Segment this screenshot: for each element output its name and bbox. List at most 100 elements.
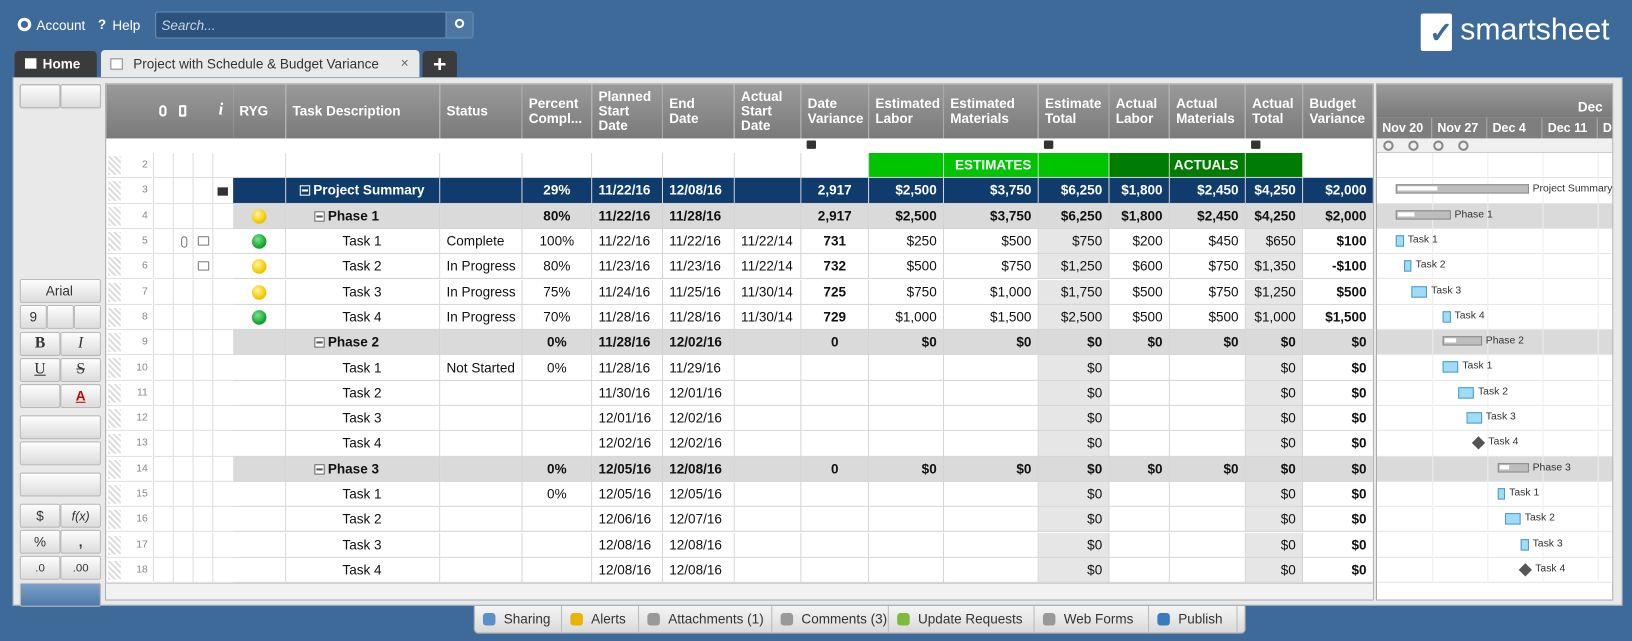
cell[interactable]: $0 xyxy=(1038,456,1110,482)
cell[interactable]: 11/23/16 xyxy=(662,254,735,280)
cell[interactable]: Phase 1 xyxy=(286,203,441,229)
cell[interactable]: $0 xyxy=(869,330,945,356)
toolbar-button[interactable]: A xyxy=(60,384,101,408)
cell[interactable] xyxy=(440,507,523,533)
cell[interactable] xyxy=(1109,507,1170,533)
cell[interactable]: 12/08/16 xyxy=(662,456,735,482)
cell[interactable]: $0 xyxy=(1109,456,1170,482)
cell[interactable] xyxy=(286,152,441,179)
cell[interactable]: 2,917 xyxy=(801,203,870,229)
cell[interactable]: $750 xyxy=(869,279,945,305)
cell[interactable] xyxy=(869,152,945,179)
gantt-bar[interactable] xyxy=(1465,412,1482,424)
cell[interactable] xyxy=(440,431,523,457)
cell[interactable]: Task 3 xyxy=(286,532,441,558)
toolbar-button[interactable] xyxy=(19,384,61,408)
cell[interactable] xyxy=(801,532,870,558)
cell[interactable]: $0 xyxy=(1303,405,1373,432)
cell[interactable]: $3,750 xyxy=(944,178,1039,204)
cell[interactable]: $0 xyxy=(1303,380,1373,406)
cell[interactable]: $0 xyxy=(1038,380,1110,406)
cell[interactable] xyxy=(944,557,1039,583)
cell[interactable]: 11/24/16 xyxy=(592,279,663,305)
cell[interactable] xyxy=(440,456,523,482)
cell[interactable]: $0 xyxy=(1245,507,1304,533)
cell[interactable]: $500 xyxy=(869,254,945,280)
cell[interactable] xyxy=(869,532,945,558)
cell[interactable]: $500 xyxy=(1109,304,1170,331)
cell[interactable]: 12/02/16 xyxy=(592,431,663,457)
cell[interactable] xyxy=(801,431,870,457)
cell[interactable]: $750 xyxy=(1038,228,1110,255)
cell[interactable] xyxy=(1169,405,1246,432)
gantt-tool-icon[interactable] xyxy=(1458,140,1469,151)
column-header[interactable]: Actual Total xyxy=(1245,84,1304,139)
collapse-toggle[interactable] xyxy=(314,210,325,222)
gantt-summary-bar[interactable] xyxy=(1442,336,1482,346)
cell[interactable]: 12/05/16 xyxy=(592,481,663,508)
cell[interactable] xyxy=(734,532,802,558)
cell[interactable]: $0 xyxy=(1038,405,1110,432)
toolbar-button[interactable]: I xyxy=(60,332,101,356)
toolbar-button[interactable]: Arial xyxy=(19,278,101,303)
gantt-summary-bar[interactable] xyxy=(1497,462,1529,473)
help-link[interactable]: Help xyxy=(112,17,141,34)
column-header[interactable]: Actual Start Date xyxy=(734,84,802,139)
sheet-tab-close[interactable]: × xyxy=(400,55,409,71)
cell[interactable]: 75% xyxy=(522,279,593,305)
toolbar-button[interactable]: .0 xyxy=(19,555,61,580)
cell[interactable]: $0 xyxy=(1038,330,1110,356)
cell[interactable]: $0 xyxy=(1245,532,1304,558)
cell[interactable] xyxy=(440,203,523,229)
cell[interactable]: 80% xyxy=(522,203,593,229)
toolbar-button[interactable]: f(x) xyxy=(60,503,101,528)
cell[interactable] xyxy=(1169,481,1246,508)
toolbar-button[interactable] xyxy=(46,304,74,329)
cell[interactable]: $2,500 xyxy=(869,178,945,204)
gantt-bar[interactable] xyxy=(1395,235,1404,247)
cell[interactable] xyxy=(869,355,945,381)
cell[interactable] xyxy=(944,380,1039,406)
collapse-toggle[interactable] xyxy=(314,337,325,348)
cell[interactable]: $0 xyxy=(1245,557,1304,583)
toolbar-button[interactable] xyxy=(19,84,61,109)
cell[interactable] xyxy=(440,178,523,204)
toolbar-button[interactable]: , xyxy=(60,529,101,554)
cell[interactable]: 80% xyxy=(522,254,593,280)
cell[interactable]: $750 xyxy=(1169,279,1246,305)
cell[interactable]: $0 xyxy=(1038,532,1110,558)
cell[interactable]: $0 xyxy=(1038,507,1110,533)
cell[interactable]: $1,800 xyxy=(1109,178,1170,204)
cell[interactable]: 12/02/16 xyxy=(662,330,735,356)
cell[interactable]: 0% xyxy=(522,330,593,356)
cell[interactable]: 11/28/16 xyxy=(592,355,663,381)
cell[interactable] xyxy=(1245,152,1304,179)
footer-tab[interactable]: Web Forms xyxy=(1035,605,1150,633)
cell[interactable] xyxy=(801,152,870,179)
cell[interactable]: Task 1 xyxy=(286,228,441,255)
cell[interactable] xyxy=(440,557,523,583)
cell[interactable]: $6,250 xyxy=(1038,203,1110,229)
cell[interactable]: 11/28/16 xyxy=(592,304,663,331)
cell[interactable]: $0 xyxy=(944,456,1039,482)
cell[interactable] xyxy=(1109,355,1170,381)
sheet-tab[interactable]: Project with Schedule & Budget Variance … xyxy=(100,49,420,79)
cell[interactable] xyxy=(869,507,945,533)
cell[interactable]: $0 xyxy=(1169,456,1246,482)
cell[interactable]: 29% xyxy=(522,178,593,204)
cell[interactable] xyxy=(869,481,945,508)
cell[interactable]: $1,000 xyxy=(944,279,1039,305)
cell[interactable] xyxy=(869,431,945,457)
cell[interactable]: 0 xyxy=(801,330,870,356)
cell[interactable] xyxy=(1169,355,1246,381)
cell[interactable]: Task 4 xyxy=(286,304,441,331)
gantt-bar[interactable] xyxy=(1458,386,1474,399)
cell[interactable] xyxy=(801,355,870,381)
cell[interactable] xyxy=(944,355,1039,381)
cell[interactable]: 12/01/16 xyxy=(662,380,735,406)
footer-tab[interactable]: Attachments (1) xyxy=(639,605,773,633)
gantt-tool-icon[interactable] xyxy=(1408,140,1419,151)
cell[interactable]: Task 2 xyxy=(286,254,441,280)
search-box[interactable]: Search... xyxy=(155,11,474,39)
cell[interactable]: ESTIMATES xyxy=(944,152,1039,179)
